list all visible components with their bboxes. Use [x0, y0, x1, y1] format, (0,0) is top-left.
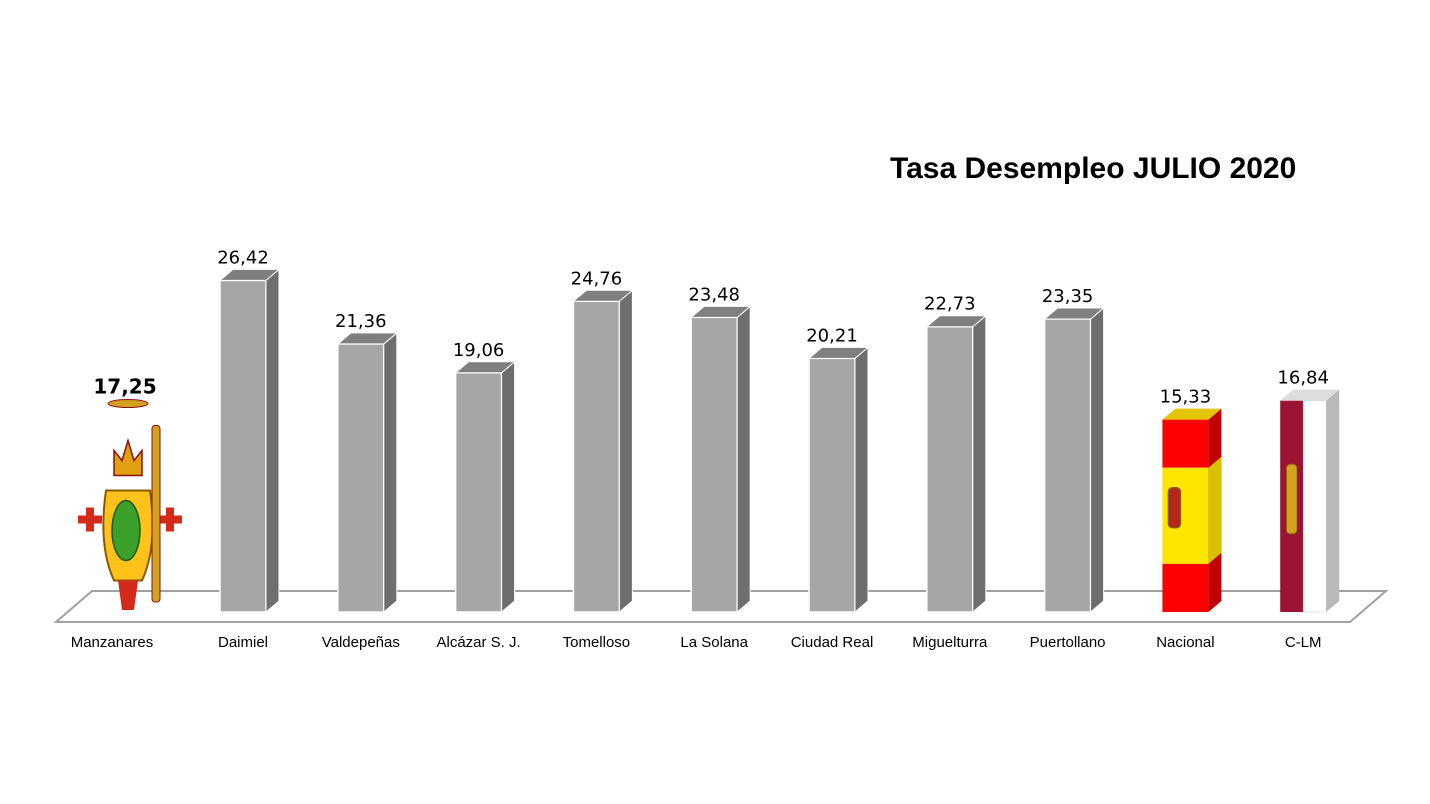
- category-labels-group: Manzanares Daimiel Valdepeñas Alcázar S. J.…: [71, 634, 1322, 651]
- bar-front: [808, 357, 856, 613]
- bar-front: [572, 300, 621, 613]
- bar-side: [736, 305, 751, 614]
- cross-right-icon: [158, 507, 182, 532]
- category-label-7: Ciudad Real: [791, 634, 874, 651]
- bar-2: [218, 268, 281, 614]
- castle-emblem-icon: [1285, 463, 1298, 535]
- bar-8: [925, 314, 988, 614]
- category-label-11: C-LM: [1285, 634, 1322, 651]
- bar-top: [218, 268, 281, 281]
- bar-side: [383, 331, 398, 614]
- bar-front: [690, 316, 738, 613]
- value-labels-group: 17,25 26,42 21,36 19,06 24,76 23,48 20,21 22,73…: [93, 247, 1329, 407]
- spain-emblem-icon: [1167, 486, 1182, 529]
- chart-title: Tasa Desempleo JULIO 2020: [890, 152, 1297, 185]
- bar-front: [454, 372, 503, 613]
- bar-side: [265, 268, 280, 614]
- bar-9: [1043, 306, 1105, 614]
- value-label-11: 16,84: [1277, 368, 1329, 389]
- bar-6: [689, 305, 752, 614]
- flag-stripe-red-bottom: [1162, 563, 1209, 612]
- ornament-top-icon: [107, 399, 149, 409]
- coat-of-arms-side-icon: [151, 425, 161, 603]
- category-label-5: Tomelloso: [563, 634, 631, 651]
- bar-side: [618, 289, 633, 614]
- value-label-4: 19,06: [453, 340, 505, 361]
- bar-top: [925, 315, 988, 328]
- bar-front: [926, 325, 974, 613]
- bar-side: [854, 346, 869, 614]
- bars-group: [78, 268, 1340, 614]
- value-label-5: 24,76: [571, 268, 623, 289]
- bar-top: [1162, 408, 1222, 420]
- category-label-10: Nacional: [1156, 634, 1214, 651]
- value-label-10: 15,33: [1160, 387, 1212, 408]
- crown-icon: [113, 437, 143, 477]
- bar-front: [219, 279, 267, 613]
- bar-front: [1043, 318, 1092, 613]
- tassel-icon: [118, 580, 138, 610]
- category-label-1: Manzanares: [71, 634, 154, 651]
- bar-top: [689, 305, 752, 318]
- bar-side: [1090, 306, 1105, 614]
- value-label-3: 21,36: [335, 311, 387, 332]
- bar-front: [337, 343, 385, 613]
- cross-left-icon: [78, 507, 102, 532]
- category-label-9: Puertollano: [1030, 634, 1106, 651]
- value-label-1: 17,25: [93, 375, 156, 399]
- value-label-6: 23,48: [688, 284, 740, 305]
- bar-top: [572, 289, 634, 302]
- category-label-8: Miguelturra: [912, 634, 988, 651]
- bar-top: [454, 361, 516, 374]
- bar-7: [807, 346, 870, 614]
- bar-top: [807, 346, 870, 359]
- value-label-8: 22,73: [924, 294, 976, 315]
- value-label-2: 26,42: [217, 247, 269, 268]
- bar-top: [1280, 389, 1340, 401]
- value-label-7: 20,21: [806, 325, 858, 346]
- bar-side: [972, 314, 987, 614]
- bar-top: [1043, 307, 1105, 320]
- category-label-3: Valdepeñas: [322, 634, 400, 651]
- category-label-2: Daimiel: [218, 634, 268, 651]
- bar-top: [336, 332, 399, 345]
- category-label-6: La Solana: [680, 634, 748, 651]
- bar-10: [1162, 408, 1222, 612]
- bar-side-yellow: [1208, 456, 1222, 564]
- bar-4: [454, 360, 516, 614]
- bar-side: [501, 360, 516, 614]
- flag-stripe-red-top: [1162, 419, 1209, 468]
- bar-3: [336, 331, 399, 614]
- bar-side: [1326, 389, 1340, 612]
- value-label-9: 23,35: [1042, 286, 1094, 307]
- bar-11: [1280, 389, 1340, 613]
- coat-of-arms-field-icon: [111, 499, 141, 562]
- category-label-4: Alcázar S. J.: [436, 634, 520, 651]
- bar-1: [78, 399, 182, 610]
- flag-half-white: [1302, 400, 1327, 613]
- bar-5: [572, 289, 634, 614]
